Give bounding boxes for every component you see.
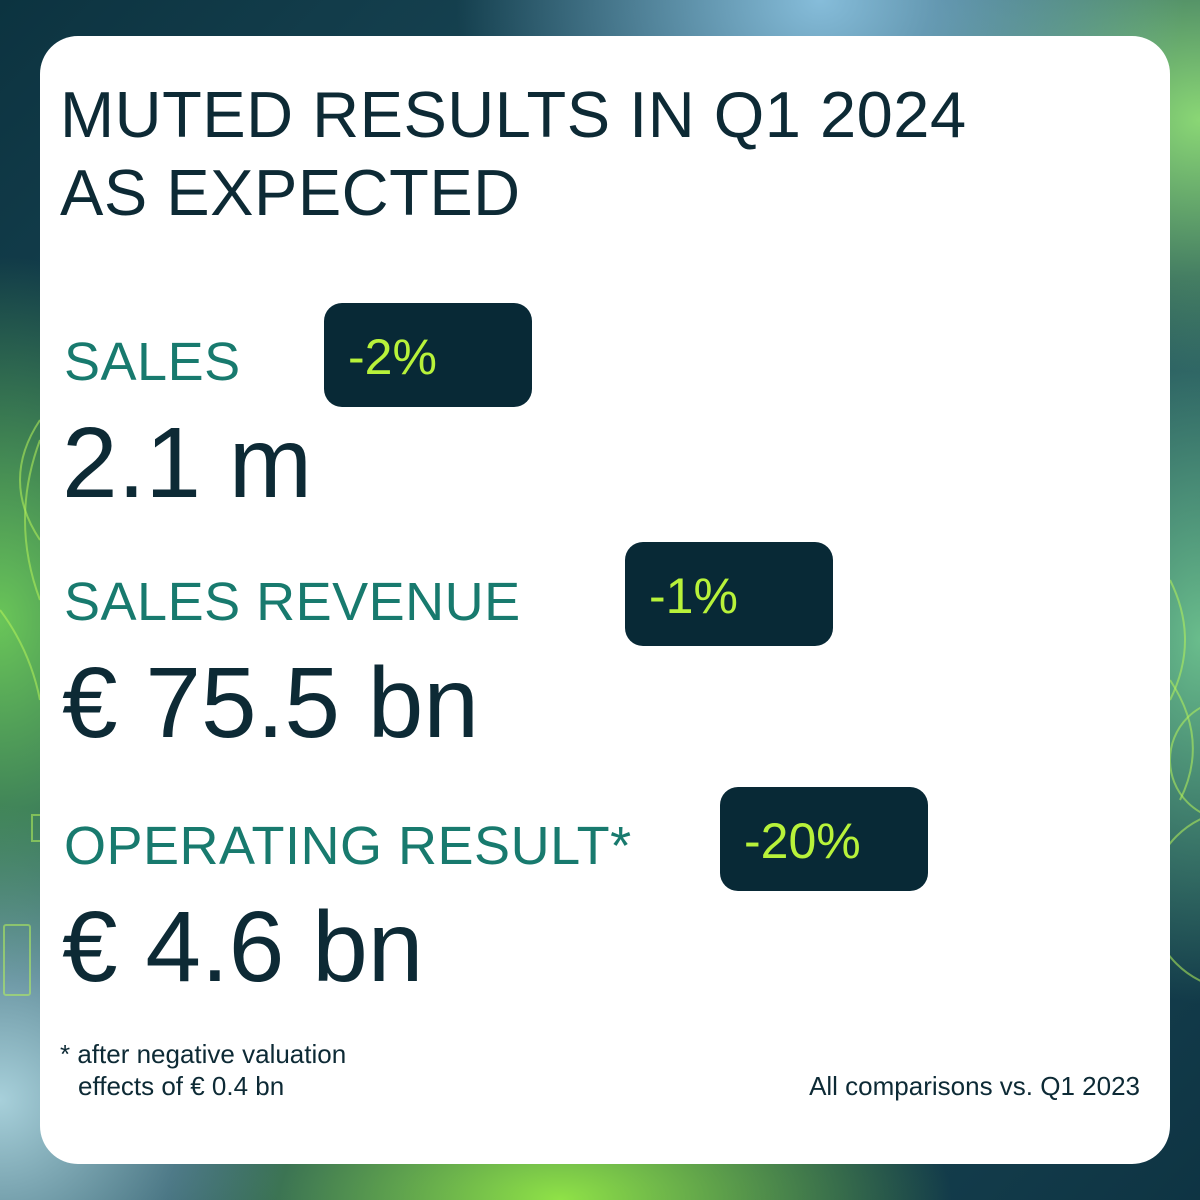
footnote-line-1: * after negative valuation — [60, 1039, 347, 1069]
footnote: * after negative valuation effects of € … — [60, 1038, 346, 1102]
sales-revenue-label: SALES REVENUE — [64, 572, 521, 632]
sales-label: SALES — [64, 332, 241, 392]
page-title: MUTED RESULTS IN Q1 2024 AS EXPECTED — [60, 76, 967, 232]
operating-result-value: € 4.6 bn — [62, 891, 424, 1003]
title-line-1: MUTED RESULTS IN Q1 2024 — [60, 78, 967, 151]
sales-revenue-change-badge: -1% — [625, 542, 833, 646]
operating-result-label: OPERATING RESULT* — [64, 816, 632, 876]
sales-value: 2.1 m — [62, 407, 313, 519]
footnote-line-2: effects of € 0.4 bn — [78, 1071, 285, 1101]
content-card — [40, 36, 1170, 1164]
operating-result-change-badge: -20% — [720, 787, 928, 891]
title-line-2: AS EXPECTED — [60, 156, 521, 229]
comparison-note: All comparisons vs. Q1 2023 — [809, 1071, 1140, 1101]
sales-change-badge: -2% — [324, 303, 532, 407]
sales-revenue-value: € 75.5 bn — [62, 647, 480, 759]
